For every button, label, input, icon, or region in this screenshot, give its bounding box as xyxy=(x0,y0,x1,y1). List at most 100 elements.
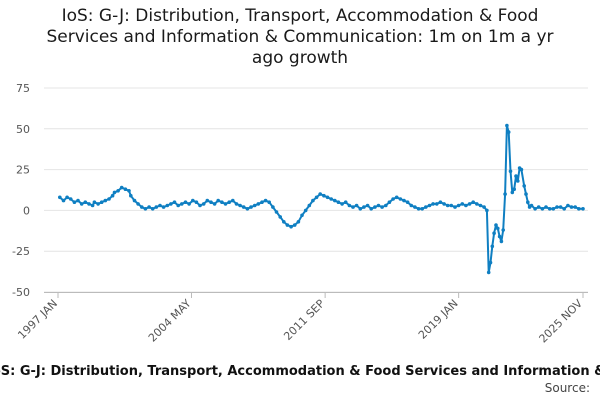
data-point xyxy=(384,203,388,208)
data-point xyxy=(456,203,461,208)
y-tick-label: 75 xyxy=(16,82,30,95)
data-point xyxy=(490,244,495,249)
data-point xyxy=(524,192,528,196)
data-point xyxy=(216,198,220,203)
y-tick-label: 25 xyxy=(16,164,30,177)
data-point xyxy=(453,205,457,209)
data-point xyxy=(252,203,257,208)
data-point xyxy=(413,205,417,209)
data-point xyxy=(116,189,120,193)
data-point xyxy=(512,187,516,191)
data-point xyxy=(435,202,439,206)
data-point xyxy=(551,207,556,211)
data-point xyxy=(482,205,486,209)
data-point xyxy=(234,202,239,206)
chart-title-line-3: ago growth xyxy=(251,48,349,68)
data-point xyxy=(92,200,97,204)
data-point xyxy=(555,205,559,209)
data-point xyxy=(376,203,381,208)
data-point xyxy=(358,207,363,211)
data-point xyxy=(72,200,77,204)
data-point xyxy=(322,193,326,198)
data-point xyxy=(347,203,352,208)
data-point xyxy=(475,202,479,206)
data-point xyxy=(58,195,62,200)
data-point xyxy=(68,197,73,201)
data-point xyxy=(314,195,319,200)
data-point xyxy=(154,205,159,209)
data-point xyxy=(365,203,370,208)
data-point xyxy=(445,203,450,208)
data-point xyxy=(238,203,242,208)
data-point xyxy=(519,167,524,172)
data-point xyxy=(303,208,308,213)
data-point xyxy=(506,130,511,134)
data-point xyxy=(492,231,496,235)
data-point xyxy=(387,200,392,204)
data-point xyxy=(292,223,297,227)
data-point xyxy=(245,207,250,211)
data-point xyxy=(96,202,100,206)
data-point xyxy=(274,210,279,214)
data-point xyxy=(99,200,104,204)
data-point xyxy=(150,207,155,211)
data-point xyxy=(110,193,115,198)
data-point xyxy=(380,205,384,209)
data-point xyxy=(354,203,359,208)
data-point xyxy=(83,200,88,204)
data-point xyxy=(547,207,552,211)
data-point xyxy=(249,205,253,209)
data-point xyxy=(569,205,574,209)
data-point xyxy=(205,198,210,203)
data-point xyxy=(340,202,344,206)
data-point xyxy=(391,197,395,201)
data-point xyxy=(398,197,403,201)
data-point xyxy=(325,195,330,200)
data-point xyxy=(522,184,526,188)
data-point xyxy=(180,202,184,206)
data-point xyxy=(494,223,498,227)
data-point xyxy=(209,200,213,204)
data-point xyxy=(136,202,140,206)
x-tick-label: 2019 JAN xyxy=(416,297,461,342)
data-point xyxy=(369,207,374,211)
x-tick-label: 1997 JAN xyxy=(15,297,60,342)
data-point xyxy=(165,203,170,208)
data-point xyxy=(289,224,293,229)
data-point xyxy=(442,202,446,206)
data-point xyxy=(478,203,483,208)
data-point xyxy=(267,200,272,204)
data-point xyxy=(300,213,304,218)
x-tick-label: 2011 SEP xyxy=(281,297,327,343)
data-point xyxy=(61,198,66,203)
data-point xyxy=(119,185,124,190)
data-point xyxy=(536,205,541,209)
data-point xyxy=(503,192,507,196)
data-point xyxy=(449,203,454,208)
data-point xyxy=(373,205,377,209)
data-point xyxy=(544,205,548,209)
series-caption-text: IoS: G-J: Distribution, Transport, Accom… xyxy=(0,364,600,379)
data-point xyxy=(562,207,566,211)
data-point xyxy=(420,207,425,211)
data-point xyxy=(471,200,476,204)
data-point xyxy=(526,200,530,204)
data-point xyxy=(416,207,421,211)
data-point xyxy=(132,198,137,203)
data-point xyxy=(485,208,489,213)
data-point xyxy=(460,202,465,206)
data-point xyxy=(158,203,162,208)
source-label: Source: xyxy=(544,381,590,395)
data-point xyxy=(212,202,217,206)
data-point xyxy=(231,198,235,203)
data-point xyxy=(496,226,500,231)
data-point xyxy=(343,200,348,204)
data-point xyxy=(505,123,509,128)
data-point xyxy=(183,200,188,204)
data-point xyxy=(351,205,355,209)
data-point xyxy=(107,197,111,201)
data-point xyxy=(488,260,493,265)
data-point xyxy=(438,200,443,204)
data-point xyxy=(79,202,84,206)
data-point xyxy=(169,202,173,206)
